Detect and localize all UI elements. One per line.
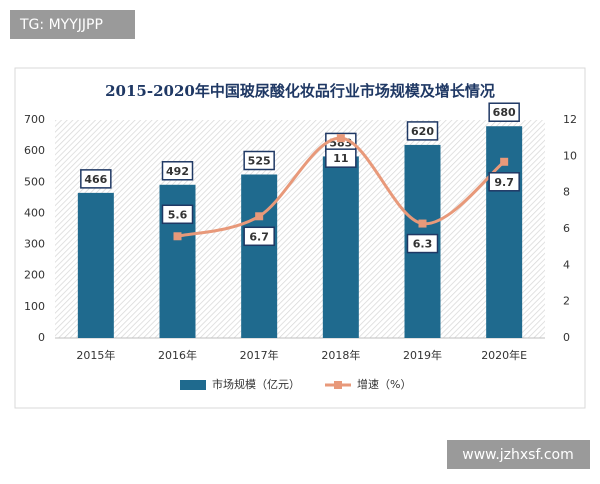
- legend-swatch: [180, 380, 206, 390]
- plot-area: [55, 120, 545, 338]
- data-label: 6.3: [413, 238, 433, 251]
- line-marker: [336, 134, 345, 143]
- line-marker: [418, 219, 427, 228]
- y2-tick-label: 6: [563, 222, 570, 235]
- y2-tick-label: 2: [563, 295, 570, 308]
- watermark: www.jzhxsf.com: [462, 447, 573, 463]
- legend-label: 增速（%）: [357, 377, 411, 391]
- watermark-box: [10, 10, 135, 39]
- data-label: 620: [411, 125, 434, 138]
- line-marker: [255, 212, 264, 221]
- watermark: TG: MYYJJPP: [19, 17, 103, 33]
- data-label-box: [325, 148, 357, 168]
- data-label-box: [406, 233, 439, 254]
- data-label: 466: [84, 173, 107, 186]
- line-marker: [500, 157, 509, 166]
- bar: [241, 174, 278, 338]
- data-label: 9.7: [494, 176, 514, 189]
- y2-tick-label: 12: [563, 113, 577, 126]
- chart-title: 2015-2020年中国玻尿酸化妆品行业市场规模及增长情况: [105, 82, 495, 100]
- bar: [322, 156, 359, 338]
- data-label-box: [243, 226, 275, 247]
- data-label-box: [243, 150, 275, 171]
- line-marker: [173, 232, 182, 241]
- y2-tick-label: 0: [563, 331, 570, 344]
- data-label-box: [80, 169, 112, 189]
- y-tick-label: 500: [24, 175, 45, 188]
- data-label-box: [161, 204, 194, 225]
- y-tick-label: 200: [24, 269, 45, 282]
- bar: [77, 192, 114, 338]
- data-label-box: [488, 172, 520, 192]
- legend-swatch: [334, 381, 342, 389]
- data-label: 11: [333, 152, 348, 165]
- x-tick-label: 2020年E: [481, 348, 527, 362]
- y-tick-label: 400: [24, 206, 45, 219]
- x-tick-label: 2019年: [403, 348, 442, 362]
- x-tick-label: 2015年: [76, 348, 115, 362]
- y-tick-label: 0: [38, 331, 45, 344]
- data-label-box: [161, 161, 194, 181]
- y-tick-label: 700: [24, 113, 45, 126]
- data-label: 525: [248, 155, 271, 168]
- x-tick-label: 2018年: [321, 348, 360, 362]
- data-label-box: [406, 121, 439, 141]
- data-label: 6.7: [249, 230, 269, 243]
- data-label: 5.6: [168, 208, 188, 221]
- y-tick-label: 600: [24, 144, 45, 157]
- x-tick-label: 2016年: [158, 348, 197, 362]
- y-tick-label: 100: [24, 300, 45, 313]
- watermark-box: [447, 440, 590, 469]
- y2-tick-label: 4: [563, 258, 570, 271]
- data-label: 680: [493, 106, 516, 119]
- y2-tick-label: 10: [563, 149, 577, 162]
- data-label: 492: [166, 165, 189, 178]
- y2-tick-label: 8: [563, 186, 570, 199]
- x-tick-label: 2017年: [240, 348, 279, 362]
- legend-label: 市场规模（亿元）: [212, 377, 300, 391]
- data-label-box: [488, 102, 520, 122]
- y-tick-label: 300: [24, 238, 45, 251]
